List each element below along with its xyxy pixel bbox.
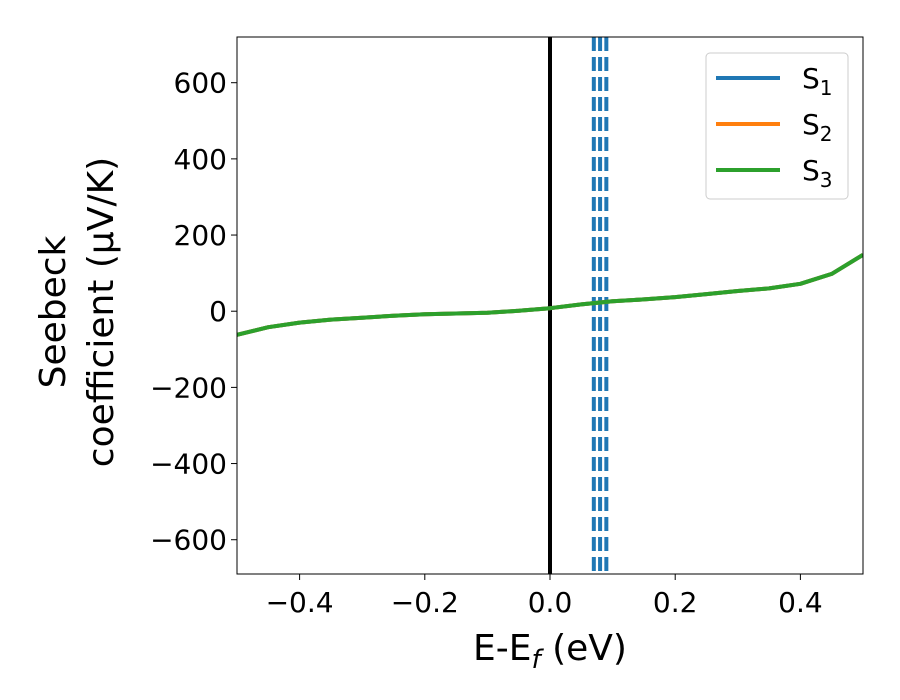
x-tick-label: −0.2 [391,586,459,619]
x-tick-label: 0.2 [653,586,698,619]
y-axis-label-line1: Seebeck [33,235,74,388]
x-axis-label-unit: (eV) [541,628,627,669]
y-tick-label: −600 [150,524,227,557]
y-tick-label: −200 [150,371,227,404]
y-tick-label: 400 [174,143,227,176]
legend-label-S1: S1 [802,62,833,100]
y-tick-label: 200 [174,219,227,252]
series-line-S3 [237,253,863,337]
y-axis-label: Seebeck coefficient (μV/K) [33,157,122,467]
legend: S1 S2 S3 [705,52,849,200]
x-tick-label: −0.4 [266,586,334,619]
y-axis-label-line2: coefficient (μV/K) [81,157,122,467]
x-axis-label: E-Ef (eV) [473,628,627,675]
x-tick-label: 0.0 [528,586,573,619]
ticks: −0.4 −0.2 0.0 0.2 0.4 −600 −400 −200 0 200 400 600 [150,67,823,619]
y-tick-label: 600 [174,67,227,100]
y-tick-label: −400 [150,448,227,481]
y-tick-label: 0 [209,295,227,328]
plot-content [237,37,863,574]
legend-label-S3: S3 [802,154,833,192]
x-tick-label: 0.4 [778,586,823,619]
legend-label-S2: S2 [802,108,833,146]
